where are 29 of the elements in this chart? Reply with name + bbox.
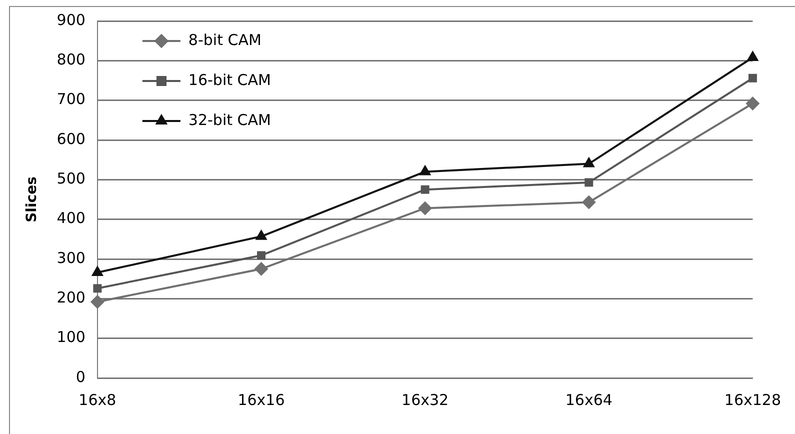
point — [582, 195, 596, 210]
x-tick-label: 16x64 — [565, 390, 612, 409]
y-tick-label: 200 — [56, 288, 86, 307]
legend-label: 32-bit CAM — [188, 110, 271, 129]
y-tick-label: 800 — [56, 50, 86, 69]
y-tick-label: 500 — [56, 170, 86, 188]
y-tick-label: 300 — [56, 248, 86, 267]
legend-label: 8-bit CAM — [188, 30, 262, 49]
y-tick-label: 400 — [56, 209, 86, 228]
x-tick-label: 16x16 — [238, 390, 285, 409]
point — [93, 284, 102, 293]
y-tick-label: 700 — [56, 90, 86, 108]
y-axis-title: Slices — [24, 176, 40, 222]
point — [254, 262, 268, 276]
point — [257, 251, 266, 260]
y-tick-label: 0 — [76, 368, 86, 386]
x-tick-label: 16x32 — [402, 390, 449, 409]
y-tick-label: 100 — [56, 328, 86, 346]
point — [584, 178, 594, 187]
point — [746, 96, 760, 111]
x-tick-label: 16x8 — [78, 390, 116, 409]
point — [748, 74, 757, 82]
x-tick-label: 16x128 — [724, 390, 782, 409]
point — [90, 294, 104, 309]
point — [418, 201, 432, 216]
legend-label: 16-bit CAM — [188, 70, 271, 89]
point — [420, 185, 430, 194]
y-tick-label: 600 — [56, 130, 86, 148]
y-tick-label: 900 — [56, 10, 86, 29]
